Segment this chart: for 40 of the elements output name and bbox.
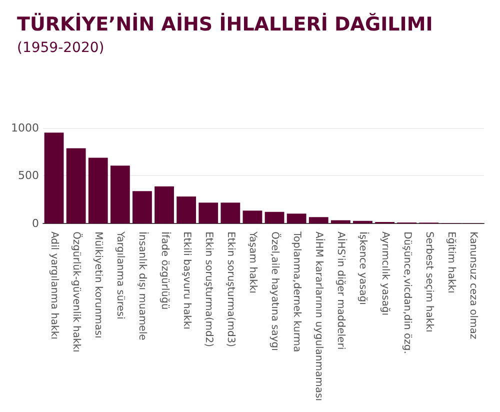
x-tick-label: İfade özgürlüğü	[158, 231, 172, 310]
x-tick-label: Etkili başvuru hakkı	[180, 231, 192, 330]
bar	[242, 210, 262, 224]
bar	[176, 196, 196, 224]
bar	[264, 212, 284, 224]
x-tick-label: Düşünce,vicdan,din özg.	[401, 231, 412, 354]
x-tick-label: Mülkiyetin korunması	[92, 231, 104, 338]
bar	[44, 132, 64, 224]
chart-title: TÜRKİYE’NİN AİHS İHLALLERİ DAĞILIMI	[17, 12, 433, 36]
bar	[110, 166, 130, 224]
x-tick-label: Etkin soruşturma(md3)	[224, 231, 236, 348]
x-tick-label: AİHM kararlarının uygulanmaması	[313, 231, 326, 402]
x-tick-label: Toplanma,dernek kurma	[291, 230, 302, 352]
y-tick-label: 0	[32, 216, 39, 230]
bar	[66, 148, 86, 224]
x-tick-label: Adil yargılanma hakkı	[48, 231, 60, 340]
bar	[330, 220, 350, 224]
x-tick-label: İşkence yasağı	[357, 231, 370, 305]
y-tick-label: 1000	[10, 122, 39, 134]
x-tick-label: Yaşam hakkı	[246, 230, 258, 294]
bar	[88, 158, 108, 224]
x-tick-label: Serbest seçim hakkı	[423, 231, 434, 332]
bar	[308, 217, 328, 224]
y-tick-label: 500	[18, 169, 39, 182]
x-tick-label: Yargılanma süresi	[114, 230, 126, 320]
x-tick-label: Kanunsuz ceza olmaz	[467, 231, 478, 340]
bar	[132, 191, 152, 224]
x-tick-label: Ayrımcılık yasağı	[379, 231, 390, 316]
bar	[353, 220, 372, 224]
bar	[154, 186, 174, 224]
x-tick-label: Eğitim hakkı	[445, 231, 456, 294]
x-tick-label: İnsanlık dışı muamele	[136, 231, 150, 340]
bar	[198, 202, 218, 224]
x-tick-label: Etkin soruşturma(md2)	[202, 231, 214, 348]
x-tick-label: Özgürlük-güvenlik hakkı	[70, 231, 84, 352]
x-tick-label: Özel,aile hayatına saygı	[269, 231, 282, 351]
bar	[286, 214, 306, 224]
chart-subtitle: (1959-2020)	[17, 40, 104, 56]
x-tick-label: AİHS'in diğer maddeleri	[335, 231, 348, 350]
bar	[220, 202, 240, 224]
